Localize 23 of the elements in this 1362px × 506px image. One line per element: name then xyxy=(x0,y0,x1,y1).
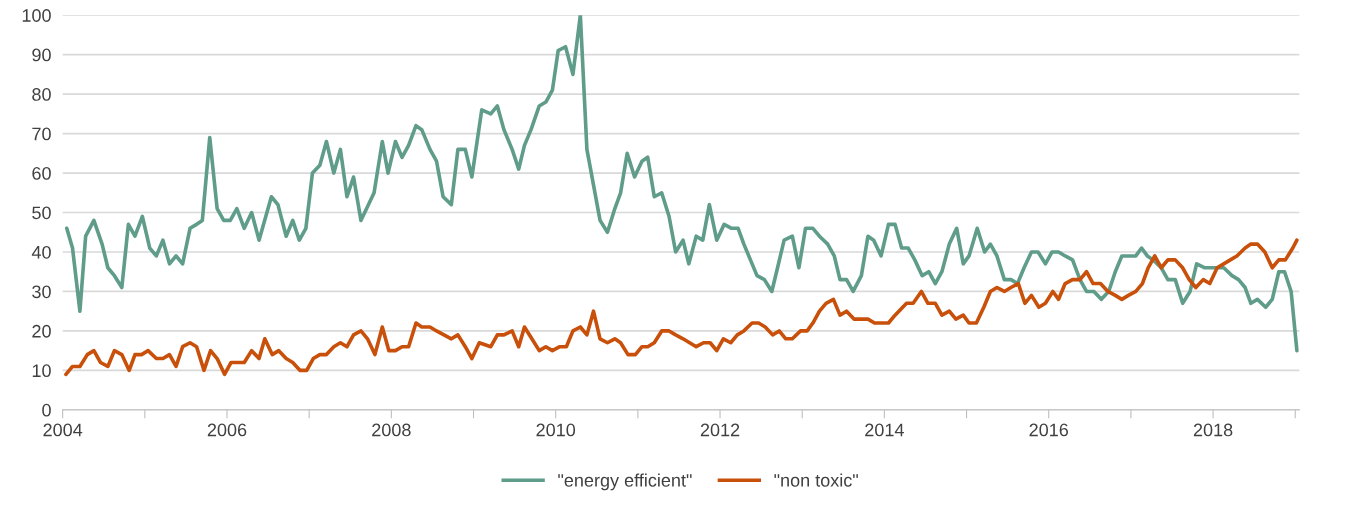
y-tick-label: 40 xyxy=(31,245,51,259)
y-tick-label: 0 xyxy=(42,403,51,417)
line-series xyxy=(64,15,1299,353)
y-tick-label: 70 xyxy=(32,127,51,141)
legend-label: "energy efficient" xyxy=(558,473,692,491)
x-tick-label: 2008 xyxy=(372,423,411,437)
x-tick-label: 2018 xyxy=(1193,423,1233,437)
x-tick-label: 2012 xyxy=(700,423,740,437)
y-tick-label: 50 xyxy=(32,206,51,220)
x-tick-label: 2010 xyxy=(536,423,576,437)
y-tick-label: 80 xyxy=(32,88,51,101)
legend-label: "non toxic" xyxy=(774,473,858,487)
line-series xyxy=(64,238,1299,377)
y-tick-label: 10 xyxy=(32,364,51,378)
y-tick-label: 90 xyxy=(32,48,51,62)
x-tick-label: 2006 xyxy=(207,423,247,437)
x-tick-label: 2004 xyxy=(43,423,83,437)
y-tick-label: 60 xyxy=(32,166,51,180)
x-tick-label: 2014 xyxy=(865,423,904,437)
y-tick-label: 100 xyxy=(22,9,51,22)
y-tick-label: 20 xyxy=(32,324,51,338)
x-tick-label: 2016 xyxy=(1029,423,1069,437)
y-tick-label: 30 xyxy=(32,285,51,299)
